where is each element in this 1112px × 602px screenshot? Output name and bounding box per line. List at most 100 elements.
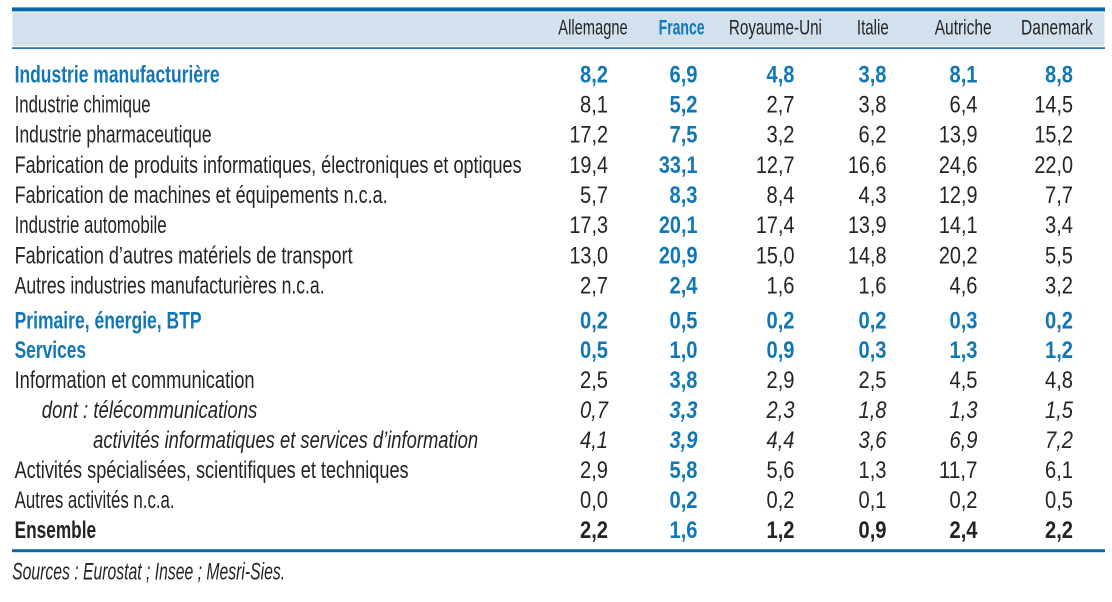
svg-text:5,8: 5,8: [670, 457, 698, 484]
svg-text:19,4: 19,4: [569, 152, 608, 179]
svg-text:2,9: 2,9: [580, 457, 608, 484]
svg-text:15,0: 15,0: [756, 242, 795, 269]
svg-text:1,2: 1,2: [767, 517, 795, 544]
svg-text:1,3: 1,3: [950, 337, 978, 364]
svg-text:14,5: 14,5: [1034, 92, 1073, 119]
svg-text:Information et communication: Information et communication: [15, 367, 255, 394]
svg-text:Industrie pharmaceutique: Industrie pharmaceutique: [15, 122, 212, 149]
svg-text:Italie: Italie: [857, 15, 889, 39]
svg-text:3,4: 3,4: [1045, 212, 1073, 239]
svg-text:14,1: 14,1: [939, 212, 978, 239]
svg-text:0,9: 0,9: [767, 337, 795, 364]
svg-text:1,3: 1,3: [950, 397, 979, 424]
svg-text:6,9: 6,9: [670, 61, 698, 88]
svg-text:6,4: 6,4: [950, 92, 978, 119]
svg-text:Industrie manufacturière: Industrie manufacturière: [15, 61, 220, 88]
svg-text:1,6: 1,6: [767, 272, 795, 299]
svg-text:1,8: 1,8: [859, 397, 888, 424]
svg-text:8,1: 8,1: [950, 61, 978, 88]
svg-text:0,5: 0,5: [1045, 487, 1073, 514]
svg-text:3,2: 3,2: [1045, 272, 1073, 299]
svg-text:7,7: 7,7: [1045, 182, 1073, 209]
svg-text:7,2: 7,2: [1045, 427, 1073, 454]
svg-text:0,2: 0,2: [767, 307, 795, 334]
svg-text:0,7: 0,7: [580, 397, 609, 424]
svg-text:0,0: 0,0: [580, 487, 608, 514]
svg-text:8,4: 8,4: [767, 182, 795, 209]
svg-text:4,6: 4,6: [950, 272, 978, 299]
svg-text:2,2: 2,2: [1045, 517, 1073, 544]
svg-text:3,9: 3,9: [670, 427, 699, 454]
svg-text:0,2: 0,2: [580, 307, 608, 334]
svg-text:15,2: 15,2: [1034, 122, 1073, 149]
svg-text:14,8: 14,8: [848, 242, 887, 269]
svg-text:5,7: 5,7: [580, 182, 608, 209]
svg-text:Fabrication d’autres matériels: Fabrication d’autres matériels de transp…: [15, 242, 353, 269]
svg-text:0,5: 0,5: [670, 307, 698, 334]
svg-text:6,1: 6,1: [1045, 457, 1073, 484]
svg-text:8,1: 8,1: [580, 92, 608, 119]
svg-text:3,8: 3,8: [670, 367, 698, 394]
svg-text:0,2: 0,2: [859, 307, 887, 334]
svg-text:4,8: 4,8: [767, 61, 795, 88]
svg-text:0,2: 0,2: [670, 487, 698, 514]
svg-text:Industrie chimique: Industrie chimique: [15, 92, 151, 119]
svg-text:8,3: 8,3: [670, 182, 698, 209]
svg-text:4,5: 4,5: [950, 367, 978, 394]
svg-text:13,0: 13,0: [569, 242, 608, 269]
svg-text:Services: Services: [15, 337, 87, 364]
svg-text:33,1: 33,1: [659, 152, 698, 179]
svg-text:0,2: 0,2: [950, 487, 978, 514]
svg-text:1,2: 1,2: [1045, 337, 1073, 364]
svg-text:20,9: 20,9: [659, 242, 698, 269]
svg-text:Fabrication de machines et équ: Fabrication de machines et équipements n…: [15, 182, 388, 209]
svg-text:8,2: 8,2: [580, 61, 608, 88]
svg-text:0,2: 0,2: [767, 487, 795, 514]
svg-text:0,9: 0,9: [859, 517, 887, 544]
svg-text:3,2: 3,2: [767, 122, 795, 149]
svg-text:6,9: 6,9: [950, 427, 978, 454]
svg-text:Allemagne: Allemagne: [558, 15, 627, 39]
svg-text:2,4: 2,4: [950, 517, 979, 544]
svg-text:5,2: 5,2: [670, 92, 698, 119]
svg-text:3,8: 3,8: [859, 92, 887, 119]
svg-text:2,7: 2,7: [580, 272, 608, 299]
svg-text:Primaire, énergie, BTP: Primaire, énergie, BTP: [15, 307, 202, 334]
svg-text:3,8: 3,8: [859, 61, 887, 88]
svg-text:0,1: 0,1: [859, 487, 887, 514]
svg-text:4,8: 4,8: [1045, 367, 1073, 394]
svg-text:12,7: 12,7: [756, 152, 795, 179]
svg-text:6,2: 6,2: [859, 122, 887, 149]
svg-text:Activités spécialisées, scient: Activités spécialisées, scientifiques et…: [15, 457, 409, 484]
svg-text:0,2: 0,2: [1045, 307, 1073, 334]
svg-text:France: France: [659, 15, 705, 39]
svg-text:22,0: 22,0: [1034, 152, 1073, 179]
svg-text:4,4: 4,4: [767, 427, 795, 454]
svg-text:Royaume-Uni: Royaume-Uni: [729, 15, 822, 39]
svg-text:Autriche: Autriche: [935, 15, 992, 39]
svg-text:20,2: 20,2: [939, 242, 978, 269]
svg-text:5,5: 5,5: [1045, 242, 1073, 269]
svg-text:13,9: 13,9: [848, 212, 887, 239]
svg-text:13,9: 13,9: [939, 122, 978, 149]
svg-text:2,5: 2,5: [580, 367, 608, 394]
svg-text:Ensemble: Ensemble: [15, 517, 97, 544]
svg-text:3,6: 3,6: [859, 427, 888, 454]
svg-text:2,2: 2,2: [580, 517, 608, 544]
svg-text:Sources : Eurostat ; Insee ; M: Sources : Eurostat ; Insee ; Mesri-Sies.: [12, 559, 285, 586]
svg-text:2,4: 2,4: [670, 272, 699, 299]
svg-text:activités informatiques et ser: activités informatiques et services d’in…: [93, 427, 478, 454]
svg-text:2,7: 2,7: [767, 92, 795, 119]
svg-text:8,8: 8,8: [1045, 61, 1073, 88]
svg-text:1,5: 1,5: [1045, 397, 1074, 424]
svg-text:2,5: 2,5: [859, 367, 887, 394]
svg-text:4,1: 4,1: [580, 427, 608, 454]
svg-text:Autres industries manufacturiè: Autres industries manufacturières n.c.a.: [15, 272, 325, 299]
svg-text:5,6: 5,6: [767, 457, 795, 484]
svg-text:3,3: 3,3: [670, 397, 699, 424]
svg-text:1,6: 1,6: [670, 517, 698, 544]
svg-text:16,6: 16,6: [848, 152, 887, 179]
svg-text:Industrie automobile: Industrie automobile: [15, 212, 167, 239]
svg-text:1,0: 1,0: [670, 337, 698, 364]
svg-text:0,3: 0,3: [859, 337, 887, 364]
